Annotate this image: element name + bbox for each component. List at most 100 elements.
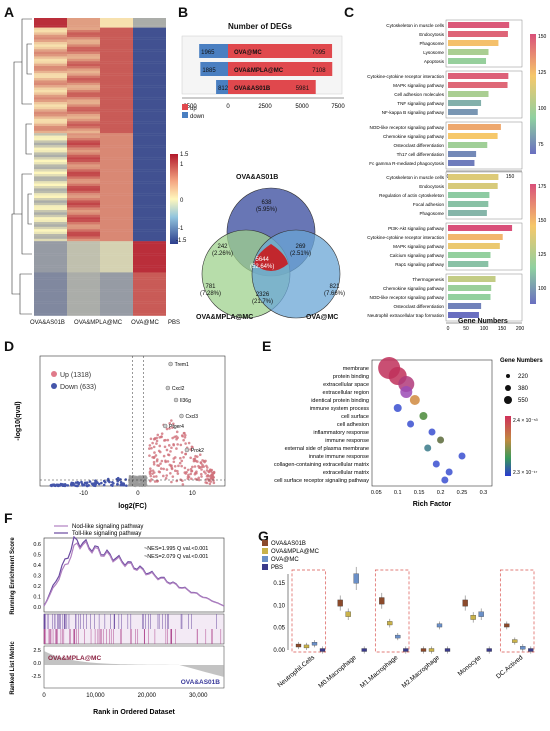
volcano-point-down xyxy=(93,484,97,488)
go-bubble xyxy=(428,428,436,436)
volcano-point-up xyxy=(176,472,180,475)
pathway-term: Neutrophil extracellular trap formation xyxy=(367,313,444,318)
heatmap-cell xyxy=(133,260,166,263)
gsea-pos-label: OVA&MPLA@MC xyxy=(48,655,101,662)
heatmap-cell xyxy=(133,186,166,189)
heatmap-cell xyxy=(133,142,166,146)
heatmap-cell xyxy=(34,73,67,76)
pathway-bar xyxy=(448,276,496,282)
volcano-point-up xyxy=(211,474,215,477)
heatmap-cell xyxy=(67,138,100,141)
heatmap-cell xyxy=(133,262,166,266)
heatmap-cell xyxy=(100,145,133,148)
venn-set-label-2: OVA&MPLA@MC xyxy=(196,314,254,321)
bubble-colorbar xyxy=(505,416,511,476)
heatmap-cell xyxy=(100,22,133,26)
heatmap-cell xyxy=(100,85,133,88)
heatmap-cell xyxy=(100,118,133,122)
heatmap-cell xyxy=(133,169,166,172)
box xyxy=(528,648,534,652)
bubble-size-key xyxy=(506,374,510,378)
heatmap-cell xyxy=(133,188,166,191)
heatmap-cell xyxy=(133,82,166,86)
volcano-point-up xyxy=(180,464,183,468)
heatmap-cell xyxy=(34,188,67,191)
heatmap-cell xyxy=(34,133,67,136)
heatmap-cell xyxy=(67,39,100,43)
volcano-point-up xyxy=(204,478,208,481)
heatmap-cell xyxy=(133,202,166,206)
heatmap-cell xyxy=(67,171,100,175)
heatmap-cell xyxy=(100,121,133,124)
volcano-point-up xyxy=(179,478,182,481)
heatmap-cell xyxy=(100,286,133,290)
heatmap-cell xyxy=(100,20,133,23)
heatmap-cell xyxy=(133,150,166,153)
heatmap-cell xyxy=(34,178,67,182)
heatmap-cell xyxy=(34,238,67,242)
box-category-label: DC.Actived xyxy=(495,654,525,681)
go-bubble xyxy=(393,404,402,412)
gsea-xtick: 30,000 xyxy=(189,693,208,699)
heatmap-cell xyxy=(34,82,67,86)
bubble-xtick: 0.05 xyxy=(371,490,382,496)
box xyxy=(420,648,427,652)
heatmap-cell xyxy=(100,272,133,275)
heatmap-cell xyxy=(34,246,67,249)
heatmap-cell xyxy=(67,229,100,232)
heatmap-scale-4: -1 xyxy=(178,226,184,232)
volcano-point-up xyxy=(172,443,175,446)
heatmap-cell xyxy=(67,94,100,98)
bubble-xtick: 0.3 xyxy=(480,490,488,496)
heatmap-cell xyxy=(67,58,100,62)
heatmap-cell xyxy=(133,274,166,278)
heatmap-cell xyxy=(133,258,166,261)
box xyxy=(353,573,359,584)
volcano-point-down xyxy=(122,482,125,485)
legend-up: up xyxy=(182,104,204,112)
heatmap-cell xyxy=(34,176,67,179)
heatmap-cell xyxy=(34,102,67,105)
heatmap-cell xyxy=(100,44,133,47)
heatmap-cell xyxy=(100,248,133,251)
heatmap-cell xyxy=(67,234,100,237)
heatmap-cell xyxy=(133,224,166,227)
heatmap-cell xyxy=(133,210,166,213)
pathway-bar xyxy=(448,151,477,157)
heatmap-cell xyxy=(67,222,100,225)
heatmap-cell xyxy=(67,308,100,311)
heatmap-cell xyxy=(100,262,133,266)
go-term-label: extracellular region xyxy=(323,390,369,396)
heatmap-cell xyxy=(67,111,100,115)
heatmap-cell xyxy=(34,284,67,287)
box-highlight xyxy=(291,569,327,653)
heatmap-cell xyxy=(100,97,133,100)
heatmap-cell xyxy=(100,296,133,299)
heatmap-cell xyxy=(34,226,67,230)
heatmap-cell xyxy=(34,46,67,50)
volcano-point-up xyxy=(183,466,187,470)
heatmap-cell xyxy=(34,111,67,115)
heatmap-cell xyxy=(100,195,133,199)
heatmap-cell xyxy=(133,166,166,170)
volcano-point-up xyxy=(202,470,206,474)
box xyxy=(478,611,484,617)
heatmap-cell xyxy=(34,248,67,251)
heatmap-cell xyxy=(100,291,133,295)
heatmap-cell xyxy=(67,22,100,26)
pathway-term: MAPK signaling pathway xyxy=(393,244,445,249)
heatmap-cell xyxy=(34,282,67,285)
heatmap-cell xyxy=(100,202,133,206)
heatmap-cell xyxy=(34,207,67,211)
box xyxy=(303,644,310,649)
heatmap-cell xyxy=(34,70,67,74)
pathway-term: Th17 cell differentiation xyxy=(397,152,445,157)
heatmap-cell xyxy=(133,22,166,26)
deg-bar-down xyxy=(200,62,228,76)
heatmap-cell xyxy=(100,106,133,110)
heatmap-cell xyxy=(133,138,166,141)
heatmap-cell xyxy=(133,152,166,155)
heatmap-cell xyxy=(34,147,67,151)
heatmap-cell xyxy=(100,243,133,247)
gsea-ytick: 0.1 xyxy=(33,595,41,601)
